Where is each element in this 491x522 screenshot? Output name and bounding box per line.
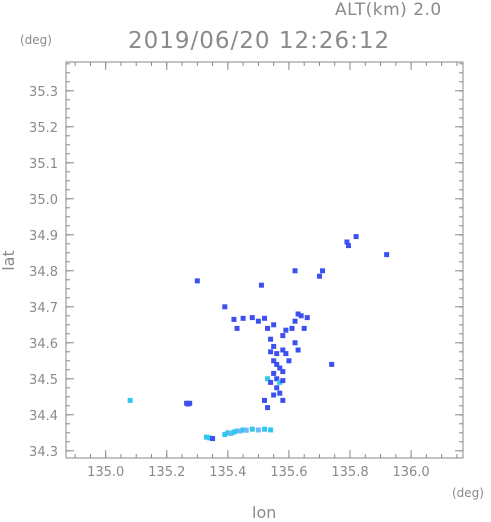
echo-point	[258, 282, 264, 288]
echo-point	[292, 268, 298, 274]
echo-point	[295, 311, 301, 317]
x-tick-label: 135.6	[270, 465, 307, 480]
echo-point	[210, 436, 216, 442]
echo-point	[231, 316, 237, 322]
y-tick-label: 34.3	[29, 445, 58, 460]
echo-point	[222, 304, 228, 310]
x-tick-label: 135.8	[331, 465, 368, 480]
echo-point	[262, 397, 267, 403]
y-tick-label: 34.4	[29, 409, 58, 424]
echo-point	[353, 234, 359, 240]
plot-frame	[65, 61, 464, 459]
y-tick-label: 35.3	[29, 85, 58, 100]
y-axis-unit: (deg)	[20, 33, 52, 47]
echo-point	[271, 392, 277, 398]
y-tick-label: 34.8	[29, 265, 58, 280]
y-tick-label: 35.1	[29, 157, 58, 172]
echo-point	[271, 358, 277, 364]
echo-point	[283, 351, 289, 357]
x-tick-label: 135.2	[148, 465, 185, 480]
echo-point	[262, 315, 267, 321]
echo-point	[240, 427, 246, 433]
y-tick-label: 34.7	[29, 301, 58, 316]
echo-point	[249, 315, 255, 321]
altitude-label: ALT(km) 2.0	[335, 0, 442, 20]
echo-point	[268, 349, 274, 355]
x-axis-label: lon	[252, 503, 277, 522]
echo-point	[320, 268, 326, 274]
echo-point	[280, 369, 286, 375]
echo-point	[283, 327, 289, 333]
echo-point	[207, 435, 213, 441]
echo-point	[274, 361, 280, 367]
echo-point	[304, 315, 310, 321]
echo-point	[277, 390, 283, 396]
echo-point	[228, 431, 234, 437]
echo-point	[289, 325, 295, 331]
echo-point	[234, 325, 240, 331]
x-tick-label: 135.4	[209, 465, 246, 480]
x-tick-label: 135.0	[87, 465, 124, 480]
echo-point	[255, 427, 261, 433]
echo-point	[292, 318, 298, 324]
echo-point	[262, 426, 267, 432]
echo-point	[280, 397, 286, 403]
echo-point	[271, 322, 277, 328]
echo-point	[265, 376, 271, 382]
echo-point	[203, 434, 209, 440]
echo-point	[280, 378, 286, 384]
echo-point	[286, 358, 292, 364]
echo-point	[249, 426, 255, 432]
echo-point	[240, 315, 246, 321]
echo-point	[298, 313, 304, 319]
y-tick-label: 34.5	[29, 373, 58, 388]
echo-point	[268, 336, 274, 342]
echo-point	[292, 340, 298, 346]
echo-point	[384, 252, 390, 258]
echo-point	[274, 351, 280, 357]
echo-point	[301, 325, 307, 331]
echo-point	[280, 347, 286, 353]
echo-point	[255, 318, 261, 324]
y-tick-label: 35.0	[29, 193, 58, 208]
echo-point	[237, 428, 243, 434]
echo-point	[194, 278, 200, 284]
echo-point	[225, 430, 231, 436]
echo-point	[265, 325, 271, 331]
x-axis-unit: (deg)	[452, 486, 484, 500]
timestamp-title: 2019/06/20 12:26:12	[128, 28, 391, 54]
echo-point	[187, 400, 193, 406]
echo-point	[280, 333, 286, 339]
echo-point	[127, 397, 133, 403]
y-tick-label: 34.6	[29, 337, 58, 352]
echo-point	[316, 273, 322, 279]
echo-point	[222, 432, 228, 438]
y-tick-label: 34.9	[29, 229, 58, 244]
echo-point	[295, 347, 301, 353]
echo-point	[271, 370, 277, 376]
echo-point	[271, 343, 277, 349]
echo-point	[277, 365, 283, 371]
echo-point	[265, 405, 271, 411]
x-tick-label: 136.0	[392, 465, 429, 480]
echo-point	[274, 385, 280, 391]
echo-point	[274, 376, 280, 382]
echo-point	[277, 379, 283, 385]
echo-point	[268, 379, 274, 385]
echo-point	[345, 243, 351, 249]
echo-point	[243, 427, 249, 433]
echo-point	[234, 428, 240, 434]
y-tick-label: 35.2	[29, 121, 58, 136]
echo-point	[268, 427, 274, 433]
echo-point	[344, 239, 350, 245]
echo-point	[231, 429, 237, 435]
echo-point	[329, 361, 335, 367]
